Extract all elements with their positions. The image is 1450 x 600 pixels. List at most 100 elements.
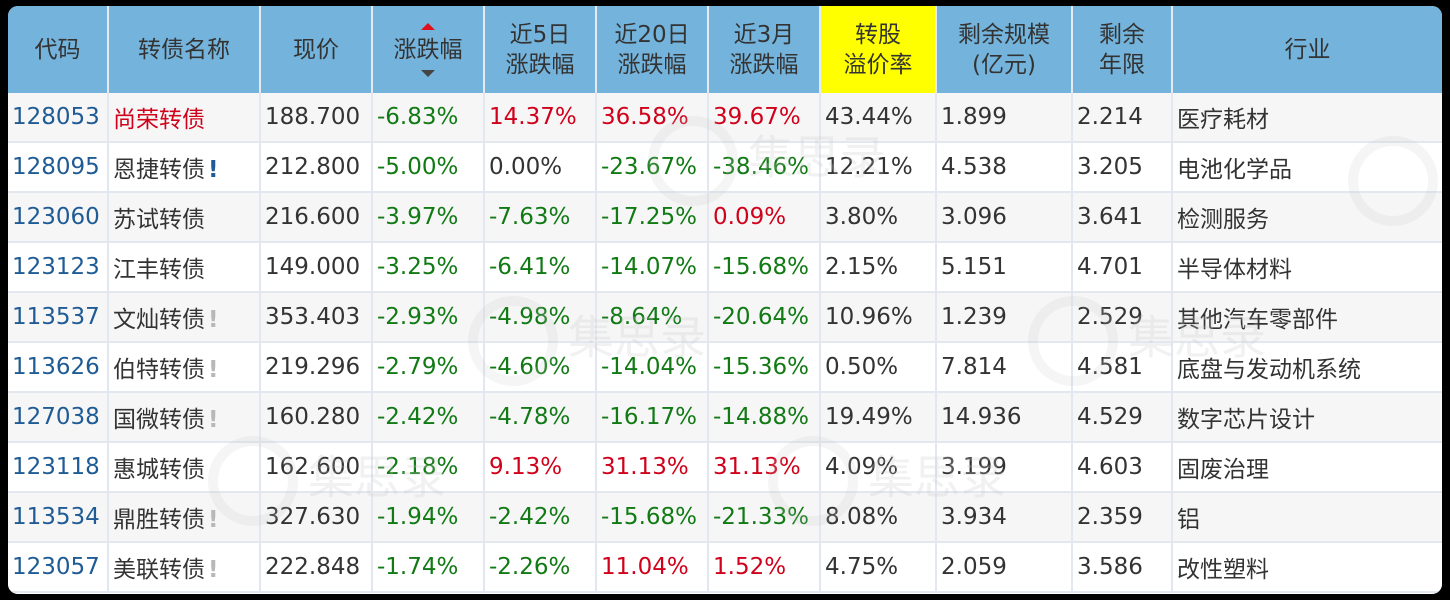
table-row[interactable]: 113537 文灿转债! 353.403 -2.93% -4.98% -8.64% -20.…: [8, 292, 1442, 343]
cell-code[interactable]: 113537: [8, 292, 109, 343]
col-header-change[interactable]: 涨跌幅: [372, 6, 485, 93]
warning-flag-icon[interactable]: !: [208, 507, 219, 533]
bond-name-link[interactable]: 鼎胜转债: [113, 507, 205, 533]
sort-descending-icon[interactable]: [421, 69, 435, 77]
cell-price: 219.296: [260, 342, 373, 393]
cell-premium: 8.08%: [820, 492, 937, 543]
table-row[interactable]: 128095 恩捷转债! 212.800 -5.00% 0.00% -23.67% -38.…: [8, 142, 1442, 193]
table-row[interactable]: 123118 惠城转债 162.600 -2.18% 9.13% 31.13% 31.13%…: [8, 442, 1442, 493]
table-row[interactable]: 127038 国微转债! 160.280 -2.42% -4.78% -16.17% -14…: [8, 392, 1442, 443]
cell-chg5d: -2.26%: [484, 542, 597, 593]
cell-industry: 固废治理: [1172, 442, 1442, 493]
cell-price: 327.630: [260, 492, 373, 543]
cell-chg20d: 11.04%: [596, 542, 709, 593]
col-header-premium[interactable]: 转股 溢价率: [820, 6, 937, 93]
cell-name[interactable]: 伯特转债!: [108, 342, 261, 393]
warning-flag-icon[interactable]: !: [208, 557, 219, 583]
bond-name-link[interactable]: 苏试转债: [113, 207, 205, 233]
cell-change: -2.79%: [372, 342, 485, 393]
cell-name[interactable]: 惠城转债: [108, 442, 261, 493]
bond-code-link[interactable]: 128095: [12, 154, 100, 180]
col-header-chg20d[interactable]: 近20日 涨跌幅: [596, 6, 709, 93]
cell-chg20d: -14.07%: [596, 242, 709, 293]
cell-premium: 43.44%: [820, 93, 937, 143]
cell-code[interactable]: 123118: [8, 442, 109, 493]
cell-years: 4.581: [1072, 342, 1173, 393]
col-header-size[interactable]: 剩余规模 (亿元): [936, 6, 1073, 93]
cell-code[interactable]: 128095: [8, 142, 109, 193]
sort-ascending-icon[interactable]: [421, 22, 435, 30]
warning-flag-icon[interactable]: !: [208, 357, 219, 383]
cell-code[interactable]: 113534: [8, 492, 109, 543]
bond-name-link[interactable]: 尚荣转债: [113, 107, 205, 133]
cell-size: 7.814: [936, 342, 1073, 393]
cell-name[interactable]: 尚荣转债: [108, 93, 261, 143]
cell-size: 3.199: [936, 442, 1073, 493]
cell-years: 3.586: [1072, 542, 1173, 593]
table-row[interactable]: 123057 美联转债! 222.848 -1.74% -2.26% 11.04% 1.52…: [8, 542, 1442, 593]
cell-chg3m: 0.09%: [708, 192, 821, 243]
warning-flag-icon[interactable]: !: [208, 407, 219, 433]
bond-name-link[interactable]: 江丰转债: [113, 257, 205, 283]
cell-chg3m: -14.88%: [708, 392, 821, 443]
cell-change: -5.00%: [372, 142, 485, 193]
cell-price: 160.280: [260, 392, 373, 443]
cell-name[interactable]: 文灿转债!: [108, 292, 261, 343]
cell-premium: 12.21%: [820, 142, 937, 193]
cell-price: 149.000: [260, 242, 373, 293]
sort-control[interactable]: 涨跌幅: [394, 22, 463, 77]
col-header-years[interactable]: 剩余 年限: [1072, 6, 1173, 93]
cell-premium: 0.50%: [820, 342, 937, 393]
col-header-code[interactable]: 代码: [8, 6, 109, 93]
bond-code-link[interactable]: 128053: [12, 104, 100, 130]
cell-name[interactable]: 鼎胜转债!: [108, 492, 261, 543]
cell-name[interactable]: 美联转债!: [108, 542, 261, 593]
cell-code[interactable]: 127038: [8, 392, 109, 443]
bond-code-link[interactable]: 123118: [12, 454, 100, 480]
cell-size: 4.538: [936, 142, 1073, 193]
cell-code[interactable]: 123060: [8, 192, 109, 243]
bond-name-link[interactable]: 国微转债: [113, 407, 205, 433]
cell-name[interactable]: 苏试转债: [108, 192, 261, 243]
bond-code-link[interactable]: 113537: [12, 304, 100, 330]
col-header-price[interactable]: 现价: [260, 6, 373, 93]
cell-code[interactable]: 123123: [8, 242, 109, 293]
bond-code-link[interactable]: 123123: [12, 254, 100, 280]
warning-flag-icon[interactable]: !: [208, 307, 219, 333]
bond-name-link[interactable]: 美联转债: [113, 557, 205, 583]
table-row[interactable]: 123123 江丰转债 149.000 -3.25% -6.41% -14.07% -15.…: [8, 242, 1442, 293]
cell-change: -3.97%: [372, 192, 485, 243]
cell-code[interactable]: 123057: [8, 542, 109, 593]
cell-industry: 电池化学品: [1172, 142, 1442, 193]
bond-code-link[interactable]: 123060: [12, 204, 100, 230]
col-header-chg3m[interactable]: 近3月 涨跌幅: [708, 6, 821, 93]
bond-code-link[interactable]: 113626: [12, 354, 100, 380]
col-header-chg5d[interactable]: 近5日 涨跌幅: [484, 6, 597, 93]
table-row[interactable]: 113534 鼎胜转债! 327.630 -1.94% -2.42% -15.68% -21…: [8, 492, 1442, 543]
cell-name[interactable]: 江丰转债: [108, 242, 261, 293]
cell-name[interactable]: 国微转债!: [108, 392, 261, 443]
cell-code[interactable]: 113626: [8, 342, 109, 393]
table-row[interactable]: 123060 苏试转债 216.600 -3.97% -7.63% -17.25% 0.09…: [8, 192, 1442, 243]
bond-name-link[interactable]: 文灿转债: [113, 307, 205, 333]
bond-name-link[interactable]: 恩捷转债: [113, 157, 205, 183]
bond-code-link[interactable]: 127038: [12, 404, 100, 430]
cell-price: 222.848: [260, 542, 373, 593]
bond-code-link[interactable]: 113534: [12, 504, 100, 530]
cell-price: 188.700: [260, 93, 373, 143]
cell-code[interactable]: 128053: [8, 93, 109, 143]
table-row[interactable]: 128053 尚荣转债 188.700 -6.83% 14.37% 36.58% 39.67…: [8, 93, 1442, 143]
col-header-industry[interactable]: 行业: [1172, 6, 1442, 93]
warning-flag-icon[interactable]: !: [208, 157, 219, 183]
cell-years: 3.205: [1072, 142, 1173, 193]
bond-code-link[interactable]: 123057: [12, 554, 100, 580]
cell-years: 2.529: [1072, 292, 1173, 343]
col-header-name[interactable]: 转债名称: [108, 6, 261, 93]
cell-industry: 检测服务: [1172, 192, 1442, 243]
convertible-bond-table: 代码 转债名称 现价 涨跌幅 近5日 涨跌幅 近20日 涨跌幅 近3月 涨跌幅 转股溢…: [8, 6, 1442, 593]
bond-name-link[interactable]: 惠城转债: [113, 457, 205, 483]
cell-change: -2.42%: [372, 392, 485, 443]
table-row[interactable]: 113626 伯特转债! 219.296 -2.79% -4.60% -14.04% -15…: [8, 342, 1442, 393]
bond-name-link[interactable]: 伯特转债: [113, 357, 205, 383]
cell-name[interactable]: 恩捷转债!: [108, 142, 261, 193]
